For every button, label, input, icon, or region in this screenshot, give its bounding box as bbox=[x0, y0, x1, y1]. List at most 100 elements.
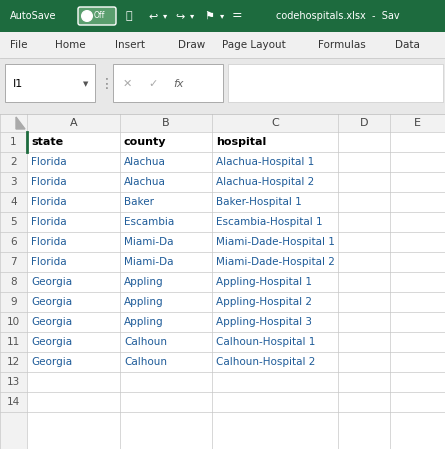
Text: Alachua-Hospital 2: Alachua-Hospital 2 bbox=[216, 177, 314, 187]
Bar bbox=[0, 192, 27, 212]
Text: 13: 13 bbox=[7, 377, 20, 387]
Text: I1: I1 bbox=[13, 79, 23, 89]
Bar bbox=[0, 132, 27, 152]
Text: 6: 6 bbox=[10, 237, 17, 247]
Bar bbox=[0, 332, 27, 352]
Text: state: state bbox=[31, 137, 63, 147]
Bar bbox=[0, 0, 445, 32]
Text: ↩: ↩ bbox=[148, 11, 158, 21]
Text: Draw: Draw bbox=[178, 40, 205, 50]
Text: ⋮: ⋮ bbox=[100, 77, 114, 91]
Text: Calhoun: Calhoun bbox=[124, 357, 167, 367]
Text: codehospitals.xlsx  -  Sav: codehospitals.xlsx - Sav bbox=[276, 11, 400, 21]
Bar bbox=[0, 114, 445, 132]
Text: Home: Home bbox=[55, 40, 85, 50]
Bar bbox=[27, 312, 445, 332]
Polygon shape bbox=[16, 117, 25, 129]
FancyBboxPatch shape bbox=[113, 64, 223, 102]
Text: Florida: Florida bbox=[31, 157, 67, 167]
Text: Data: Data bbox=[395, 40, 420, 50]
Bar bbox=[27, 292, 445, 312]
Bar bbox=[5, 64, 95, 102]
Text: D: D bbox=[360, 118, 368, 128]
Circle shape bbox=[82, 11, 92, 21]
Text: Calhoun-Hospital 2: Calhoun-Hospital 2 bbox=[216, 357, 316, 367]
Text: ⚑: ⚑ bbox=[204, 11, 214, 21]
Text: Baker-Hospital 1: Baker-Hospital 1 bbox=[216, 197, 302, 207]
Text: Florida: Florida bbox=[31, 217, 67, 227]
Text: Calhoun-Hospital 1: Calhoun-Hospital 1 bbox=[216, 337, 316, 347]
Text: county: county bbox=[124, 137, 166, 147]
Text: B: B bbox=[162, 118, 170, 128]
Text: 7: 7 bbox=[10, 257, 17, 267]
Text: 3: 3 bbox=[10, 177, 17, 187]
Bar bbox=[0, 58, 445, 114]
Text: Alachua: Alachua bbox=[124, 177, 166, 187]
Text: ▼: ▼ bbox=[83, 81, 89, 87]
Bar bbox=[27, 272, 445, 292]
Text: Off: Off bbox=[93, 12, 105, 21]
Text: fx: fx bbox=[173, 79, 183, 89]
Text: Appling: Appling bbox=[124, 317, 164, 327]
Text: Florida: Florida bbox=[31, 237, 67, 247]
Text: Miami-Dade-Hospital 1: Miami-Dade-Hospital 1 bbox=[216, 237, 335, 247]
Text: Georgia: Georgia bbox=[31, 317, 72, 327]
Bar bbox=[27, 352, 445, 372]
Text: 2: 2 bbox=[10, 157, 17, 167]
Bar bbox=[0, 212, 27, 232]
Text: Appling-Hospital 1: Appling-Hospital 1 bbox=[216, 277, 312, 287]
Text: Appling: Appling bbox=[124, 277, 164, 287]
Bar bbox=[0, 292, 27, 312]
Text: Escambia: Escambia bbox=[124, 217, 174, 227]
Text: ✕: ✕ bbox=[123, 79, 132, 89]
Bar bbox=[0, 172, 27, 192]
Bar bbox=[27, 212, 445, 232]
Text: C: C bbox=[271, 118, 279, 128]
Text: Appling-Hospital 2: Appling-Hospital 2 bbox=[216, 297, 312, 307]
Bar bbox=[0, 252, 27, 272]
Text: AutoSave: AutoSave bbox=[10, 11, 57, 21]
Text: File: File bbox=[10, 40, 28, 50]
Text: 14: 14 bbox=[7, 397, 20, 407]
Text: Georgia: Georgia bbox=[31, 277, 72, 287]
Text: Florida: Florida bbox=[31, 197, 67, 207]
Text: Appling-Hospital 3: Appling-Hospital 3 bbox=[216, 317, 312, 327]
Text: E: E bbox=[414, 118, 421, 128]
Bar bbox=[27, 232, 445, 252]
Text: Miami-Dade-Hospital 2: Miami-Dade-Hospital 2 bbox=[216, 257, 335, 267]
Text: Alachua-Hospital 1: Alachua-Hospital 1 bbox=[216, 157, 314, 167]
Bar bbox=[0, 152, 27, 172]
Text: ▾: ▾ bbox=[190, 12, 194, 21]
Text: Miami-Da: Miami-Da bbox=[124, 257, 174, 267]
Text: Calhoun: Calhoun bbox=[124, 337, 167, 347]
Text: ↪: ↪ bbox=[175, 11, 184, 21]
Text: Georgia: Georgia bbox=[31, 337, 72, 347]
Text: Formulas: Formulas bbox=[318, 40, 366, 50]
Text: 4: 4 bbox=[10, 197, 17, 207]
Text: Baker: Baker bbox=[124, 197, 154, 207]
Text: Appling: Appling bbox=[124, 297, 164, 307]
Bar bbox=[228, 64, 443, 102]
Bar bbox=[0, 114, 27, 449]
Text: 9: 9 bbox=[10, 297, 17, 307]
Text: ▾: ▾ bbox=[163, 12, 167, 21]
Bar bbox=[0, 372, 27, 392]
Text: 5: 5 bbox=[10, 217, 17, 227]
Bar bbox=[0, 32, 445, 58]
Bar bbox=[27, 132, 445, 152]
Text: Page Layout: Page Layout bbox=[222, 40, 286, 50]
Bar bbox=[0, 232, 27, 252]
Bar bbox=[27, 252, 445, 272]
Bar bbox=[0, 352, 27, 372]
Text: ✓: ✓ bbox=[148, 79, 158, 89]
Bar bbox=[0, 272, 27, 292]
Text: Georgia: Georgia bbox=[31, 357, 72, 367]
Text: ▾: ▾ bbox=[220, 12, 224, 21]
Text: 11: 11 bbox=[7, 337, 20, 347]
Text: Florida: Florida bbox=[31, 257, 67, 267]
Text: Georgia: Georgia bbox=[31, 297, 72, 307]
Text: A: A bbox=[70, 118, 77, 128]
Text: Florida: Florida bbox=[31, 177, 67, 187]
Text: Escambia-Hospital 1: Escambia-Hospital 1 bbox=[216, 217, 323, 227]
Bar bbox=[0, 312, 27, 332]
